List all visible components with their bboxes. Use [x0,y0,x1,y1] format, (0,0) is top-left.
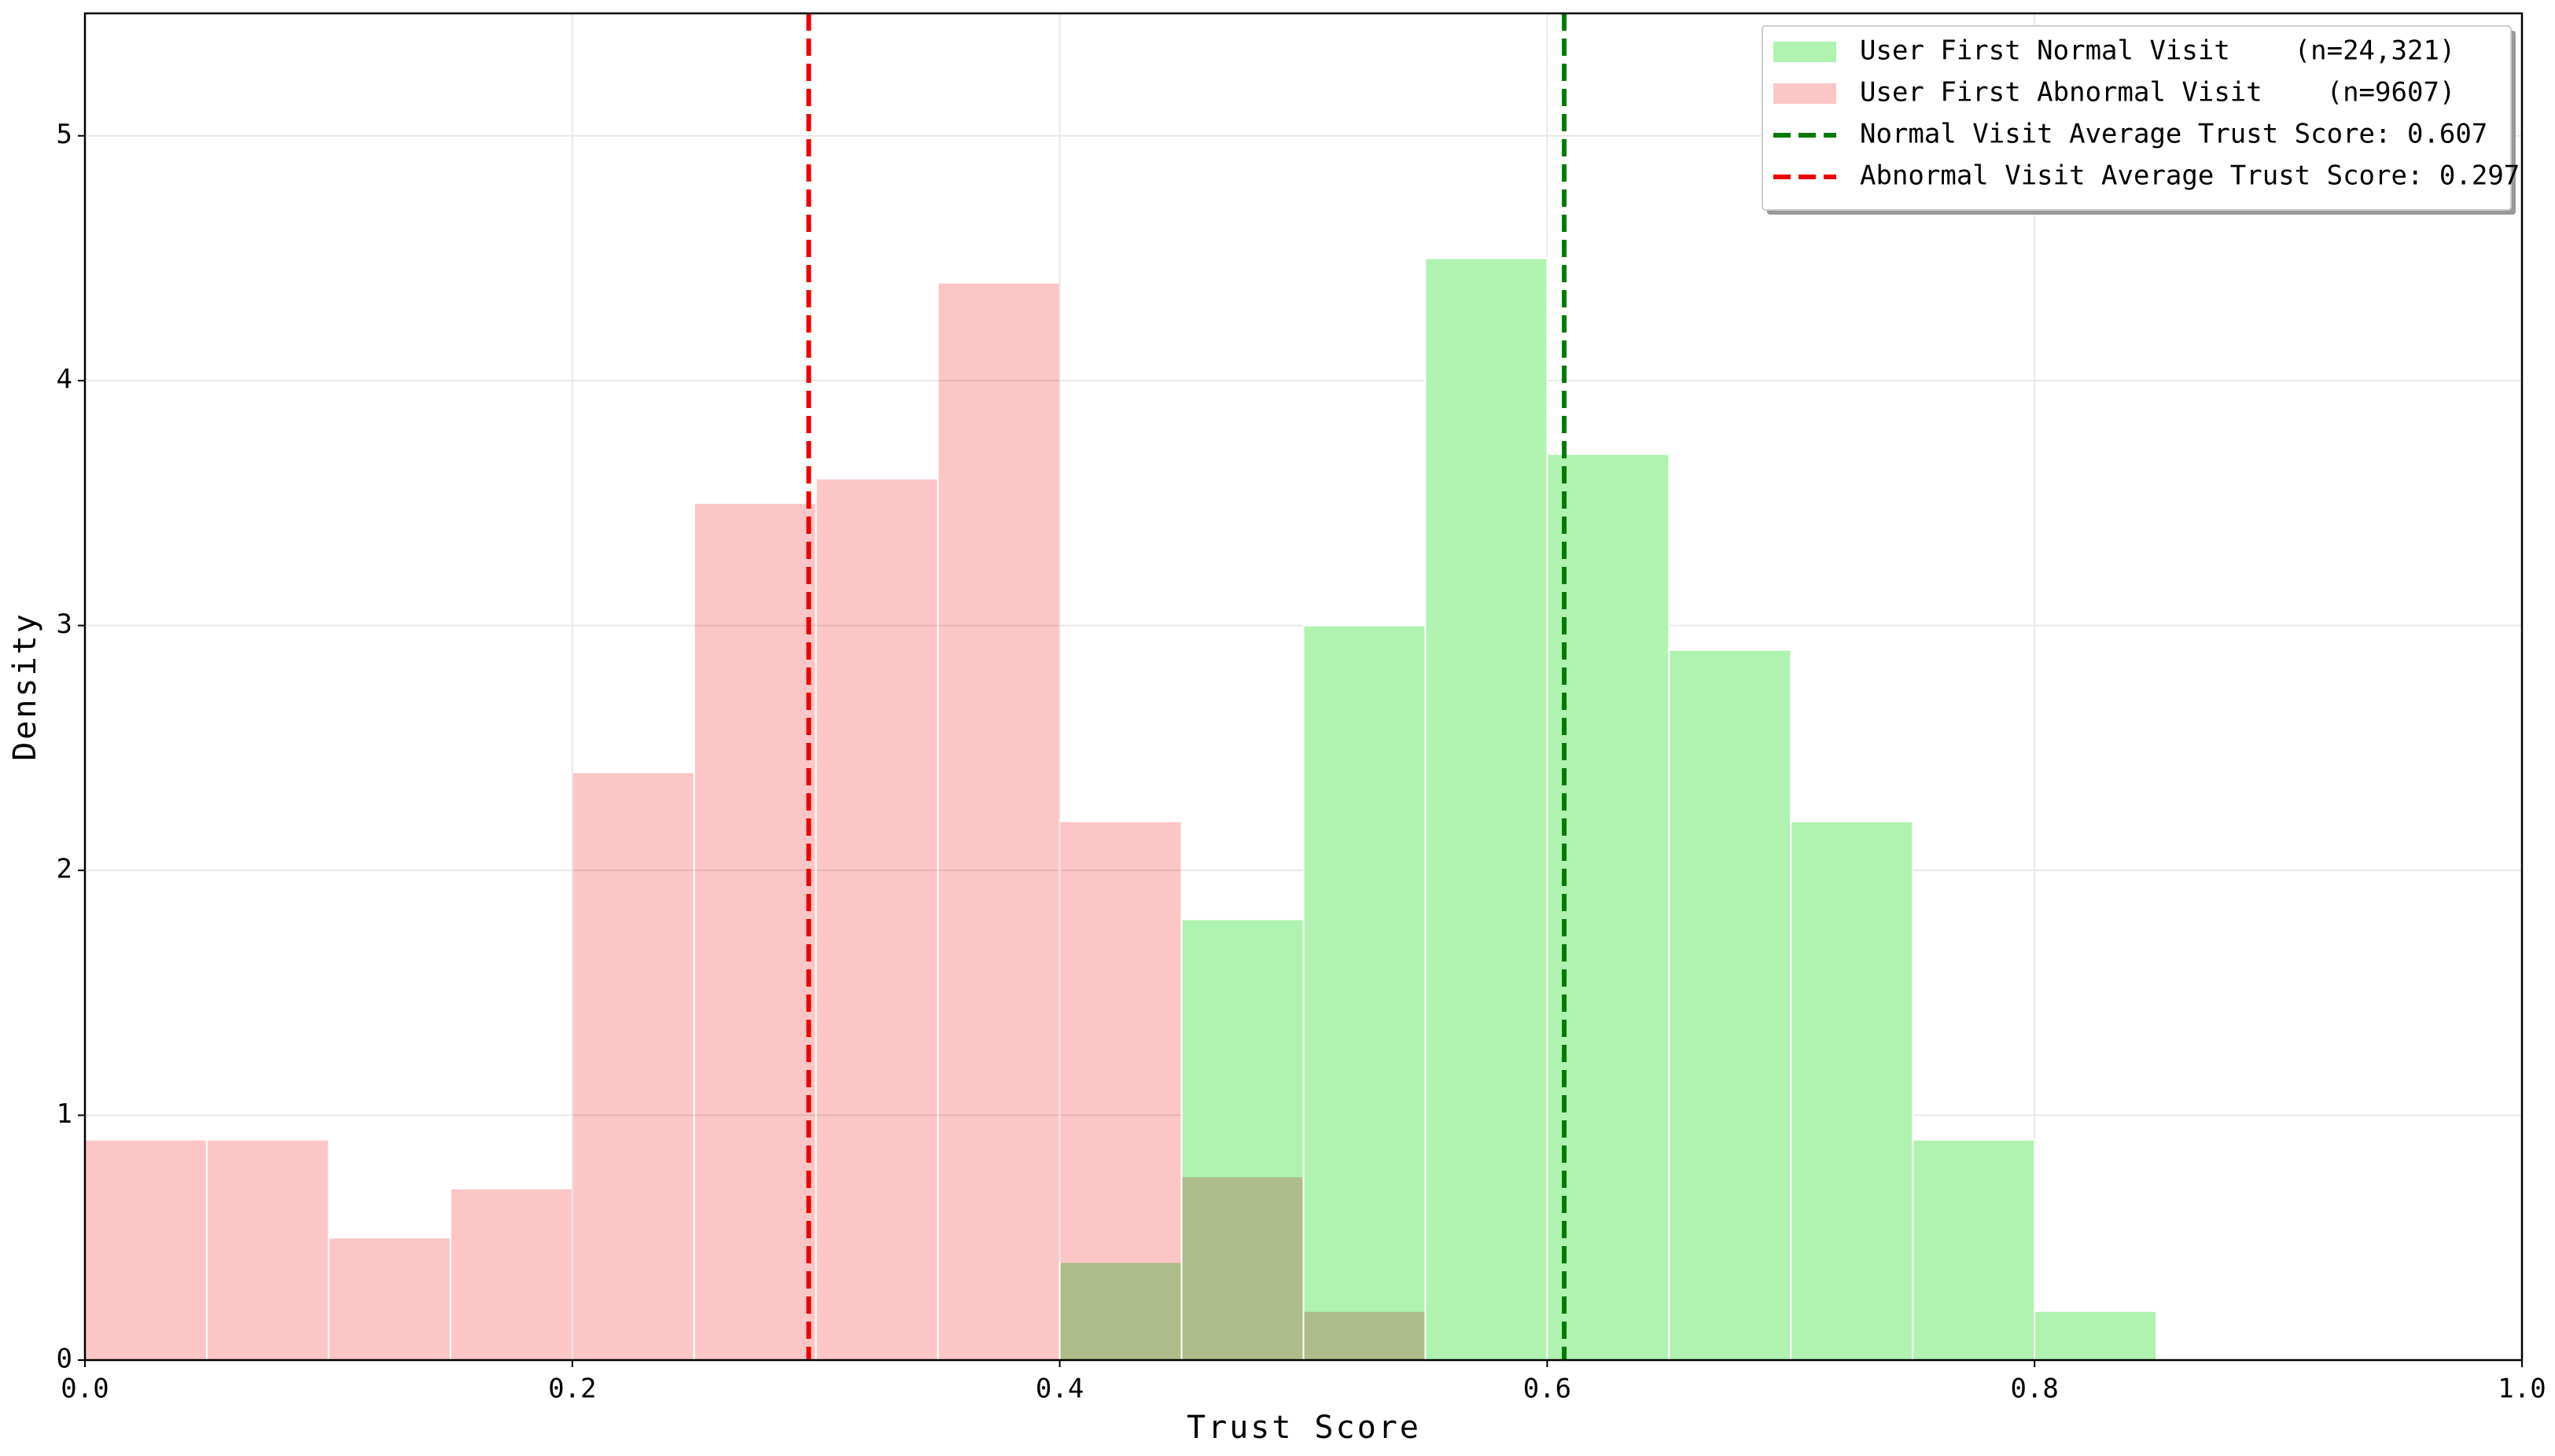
y-tick-label: 5 [57,119,72,150]
bar [1424,257,1548,1361]
y-tick-label: 0 [57,1344,72,1375]
bar [1058,820,1183,1362]
bar [84,1138,208,1361]
x-tick-label: 1.0 [2498,1373,2546,1405]
x-tick-label: 0.8 [2010,1373,2058,1405]
bar [327,1237,451,1361]
bar [1912,1138,2036,1361]
bar [2034,1310,2158,1362]
x-tick-label: 0.6 [1523,1373,1571,1405]
bar [449,1187,573,1361]
y-tick-label: 4 [57,364,72,395]
bar [693,502,817,1362]
bar [1302,624,1427,1361]
y-tick-label: 2 [57,854,72,885]
legend-label: Abnormal Visit Average Trust Score: 0.29… [1860,160,2520,192]
y-axis-label: Density [7,612,43,761]
legend-swatch [1773,42,1836,62]
series [84,281,1427,1362]
bar [571,771,695,1361]
legend-label: User First Normal Visit (n=24,321) [1860,35,2455,67]
bar [1180,1175,1305,1361]
legend-box [1762,25,2512,211]
legend-label: Normal Visit Average Trust Score: 0.607 [1860,119,2487,150]
x-tick-label: 0.0 [61,1373,109,1405]
bar [815,477,939,1361]
x-tick-label: 0.2 [548,1373,596,1405]
legend-swatch [1773,83,1836,104]
bar [1668,649,1792,1361]
bar [1790,820,1914,1362]
bar [937,281,1061,1362]
y-tick-label: 3 [57,609,72,640]
x-axis-label: Trust Score [1187,1410,1421,1446]
bar [1302,1310,1427,1362]
plot-frame [83,12,2524,1362]
legend-label: User First Abnormal Visit (n=9607) [1860,77,2455,108]
bar [205,1138,329,1361]
y-tick-label: 1 [57,1098,72,1130]
x-tick-label: 0.4 [1036,1373,1084,1405]
